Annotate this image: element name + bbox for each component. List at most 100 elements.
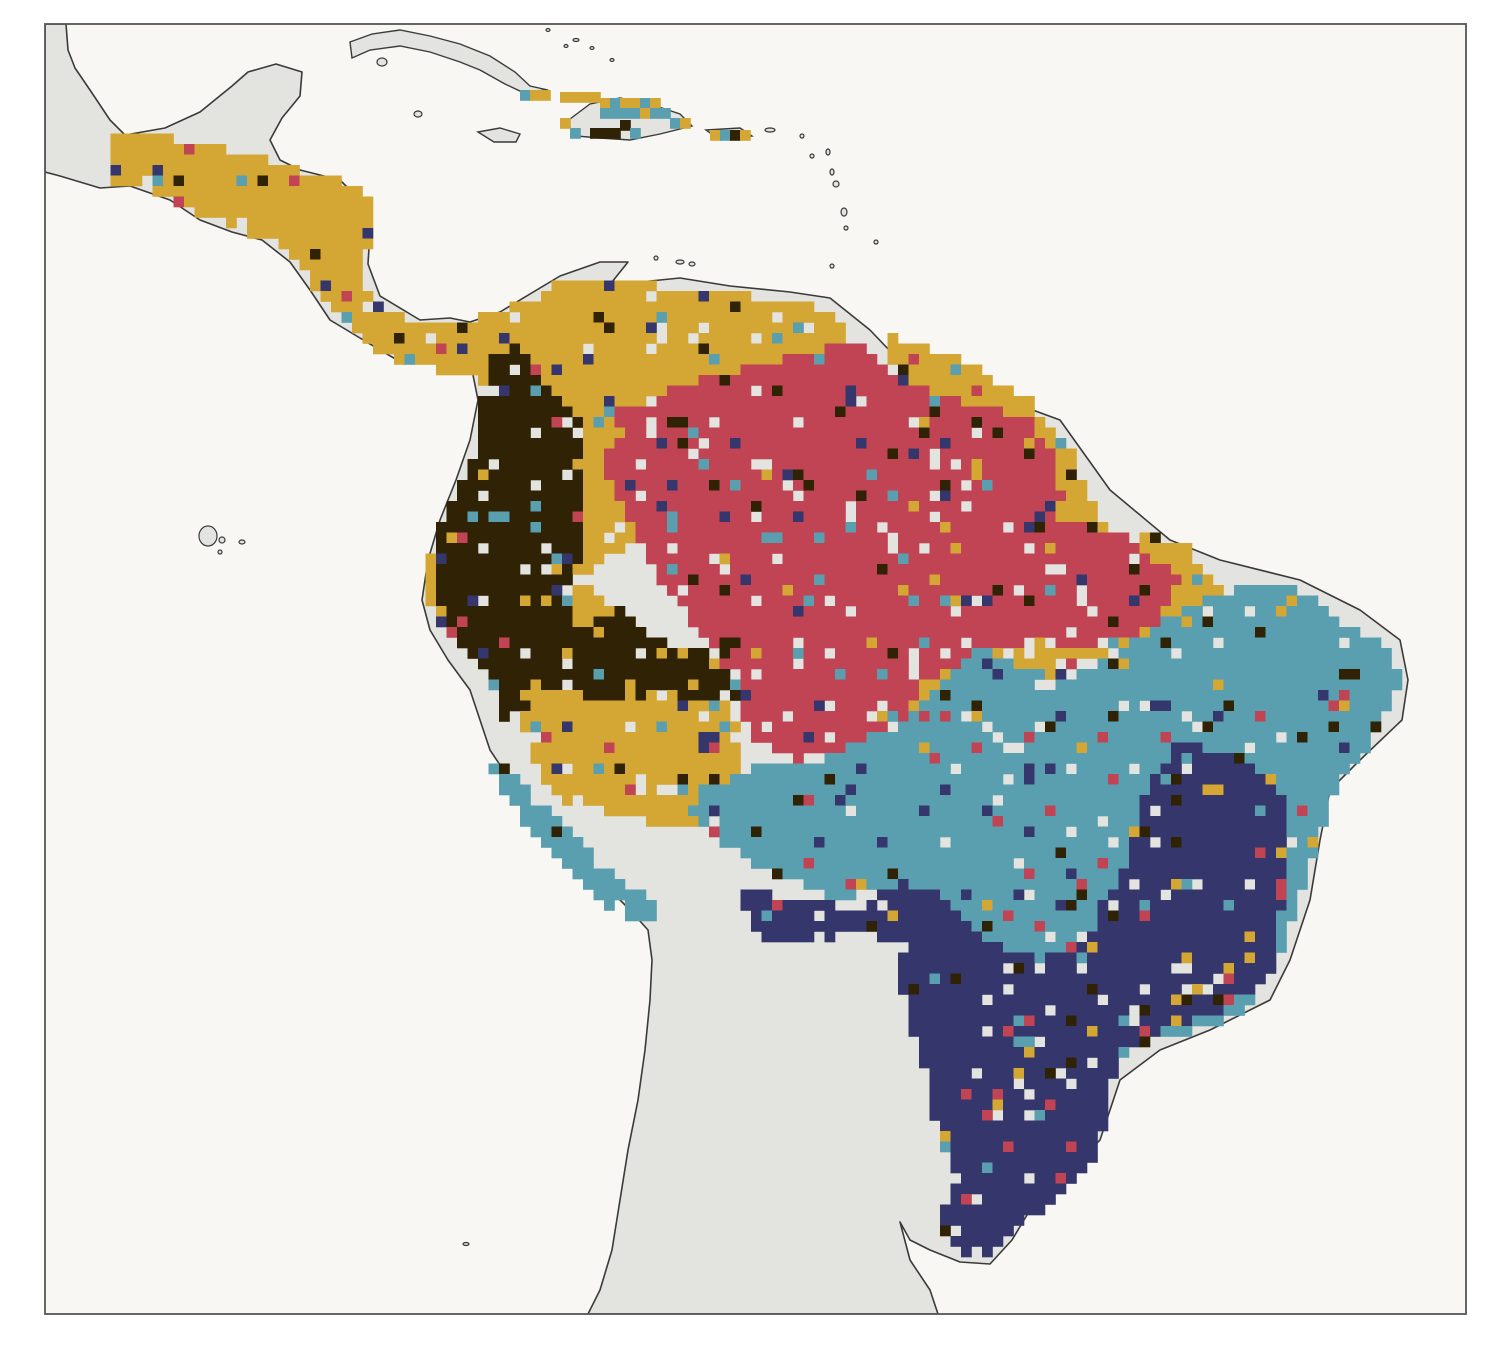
grid-cell-red bbox=[1276, 889, 1287, 901]
grid-cell-teal bbox=[1318, 784, 1329, 796]
grid-cell-gold bbox=[184, 186, 195, 197]
grid-cell-gold bbox=[583, 700, 594, 712]
grid-cell-gold bbox=[341, 217, 353, 229]
grid-cell-dark bbox=[509, 606, 521, 617]
grid-cell-navy bbox=[950, 1152, 962, 1163]
grid-cell-gold bbox=[667, 805, 678, 817]
grid-cell-red bbox=[992, 406, 1004, 418]
grid-cell-teal bbox=[1370, 637, 1382, 649]
grid-cell-teal bbox=[1286, 900, 1298, 911]
grid-cell-red bbox=[929, 532, 941, 544]
grid-cell-red bbox=[982, 1110, 993, 1121]
grid-cell-red bbox=[824, 711, 836, 722]
grid-cell-gold bbox=[614, 375, 626, 386]
grid-cell-teal bbox=[1045, 753, 1056, 764]
grid-cell-teal bbox=[1244, 700, 1256, 712]
grid-cell-gold bbox=[719, 553, 731, 565]
grid-cell-dark bbox=[1328, 721, 1340, 733]
grid-cell-navy bbox=[982, 1068, 993, 1079]
grid-cell-dark bbox=[530, 553, 542, 565]
grid-cell-red bbox=[709, 606, 720, 617]
grid-cell-teal bbox=[887, 837, 899, 848]
grid-cell-gold bbox=[667, 774, 678, 785]
grid-cell-gold bbox=[415, 343, 426, 355]
grid-cell-navy bbox=[1034, 1078, 1046, 1090]
grid-cell-dark bbox=[772, 385, 783, 397]
grid-cell-red bbox=[688, 511, 699, 523]
grid-cell-gold bbox=[320, 196, 332, 208]
grid-cell-gold bbox=[572, 606, 584, 617]
grid-cell-gold bbox=[320, 291, 332, 302]
grid-cell-navy bbox=[814, 700, 825, 712]
grid-cell-navy bbox=[793, 606, 804, 617]
grid-cell-teal bbox=[1244, 616, 1256, 628]
grid-cell-teal bbox=[1087, 816, 1098, 827]
grid-cell-gold bbox=[278, 165, 290, 176]
grid-cell-red bbox=[646, 511, 657, 523]
grid-cell-red bbox=[740, 522, 752, 533]
grid-cell-dark bbox=[499, 522, 510, 533]
grid-cell-dark bbox=[488, 553, 500, 565]
grid-cell-dark bbox=[614, 679, 626, 691]
grid-cell-teal bbox=[1213, 658, 1224, 670]
grid-cell-red bbox=[866, 669, 878, 680]
grid-cell-navy bbox=[1034, 994, 1046, 1006]
grid-cell-gold bbox=[580, 92, 591, 103]
grid-cell-teal bbox=[1276, 700, 1287, 712]
grid-cell-gold bbox=[331, 175, 342, 187]
grid-cell-gold bbox=[604, 291, 615, 302]
grid-cell-red bbox=[625, 417, 636, 428]
grid-cell-dark bbox=[520, 438, 531, 449]
grid-cell-gold bbox=[467, 333, 479, 344]
grid-cell-gold bbox=[698, 333, 710, 344]
grid-cell-teal bbox=[940, 742, 951, 754]
grid-cell-teal bbox=[1055, 879, 1067, 890]
grid-cell-red bbox=[656, 469, 668, 481]
grid-cell-dark bbox=[667, 658, 678, 670]
grid-cell-red bbox=[1013, 553, 1025, 565]
grid-cell-navy bbox=[1223, 879, 1235, 890]
grid-cell-teal bbox=[730, 816, 741, 827]
grid-cell-red bbox=[814, 448, 825, 460]
grid-cell-gold bbox=[919, 679, 930, 691]
grid-cell-gold bbox=[541, 595, 552, 607]
grid-cell-navy bbox=[971, 1141, 983, 1153]
grid-cell-navy bbox=[992, 1162, 1004, 1174]
grid-cell-red bbox=[898, 574, 909, 586]
grid-cell-navy bbox=[898, 973, 909, 985]
grid-cell-navy bbox=[436, 616, 447, 628]
grid-cell-gold bbox=[268, 207, 279, 218]
grid-cell-red bbox=[751, 375, 762, 386]
grid-cell-dark bbox=[593, 679, 605, 691]
grid-cell-gold bbox=[635, 795, 647, 806]
grid-cell-gold bbox=[383, 343, 395, 355]
grid-cell-dark bbox=[604, 637, 615, 649]
grid-cell-navy bbox=[1055, 1183, 1067, 1195]
grid-cell-gold bbox=[583, 616, 594, 628]
grid-cell-teal bbox=[1045, 942, 1056, 953]
grid-cell-red bbox=[719, 427, 731, 439]
grid-cell-red bbox=[740, 396, 752, 407]
grid-cell-dark bbox=[551, 616, 563, 628]
grid-cell-teal bbox=[1349, 732, 1361, 743]
grid-cell-dark bbox=[509, 679, 521, 691]
grid-cell-red bbox=[961, 459, 972, 470]
grid-cell-dark bbox=[1066, 1057, 1077, 1069]
grid-cell-gold bbox=[362, 312, 374, 323]
grid-cell-red bbox=[782, 490, 794, 502]
grid-cell-navy bbox=[1139, 942, 1151, 953]
grid-cell-teal bbox=[961, 669, 972, 680]
grid-cell-gold bbox=[289, 186, 300, 197]
grid-cell-navy bbox=[982, 1036, 993, 1048]
grid-cell-red bbox=[1003, 616, 1014, 628]
grid-cell-navy bbox=[1108, 942, 1119, 953]
grid-cell-navy bbox=[1192, 795, 1203, 806]
grid-cell-teal bbox=[772, 532, 783, 544]
grid-cell-navy bbox=[1213, 795, 1224, 806]
grid-cell-navy bbox=[1244, 826, 1256, 838]
grid-cell-navy bbox=[1234, 837, 1245, 848]
grid-cell-teal bbox=[1108, 858, 1119, 869]
grid-cell-teal bbox=[1118, 679, 1130, 691]
grid-cell-gold bbox=[593, 354, 605, 365]
